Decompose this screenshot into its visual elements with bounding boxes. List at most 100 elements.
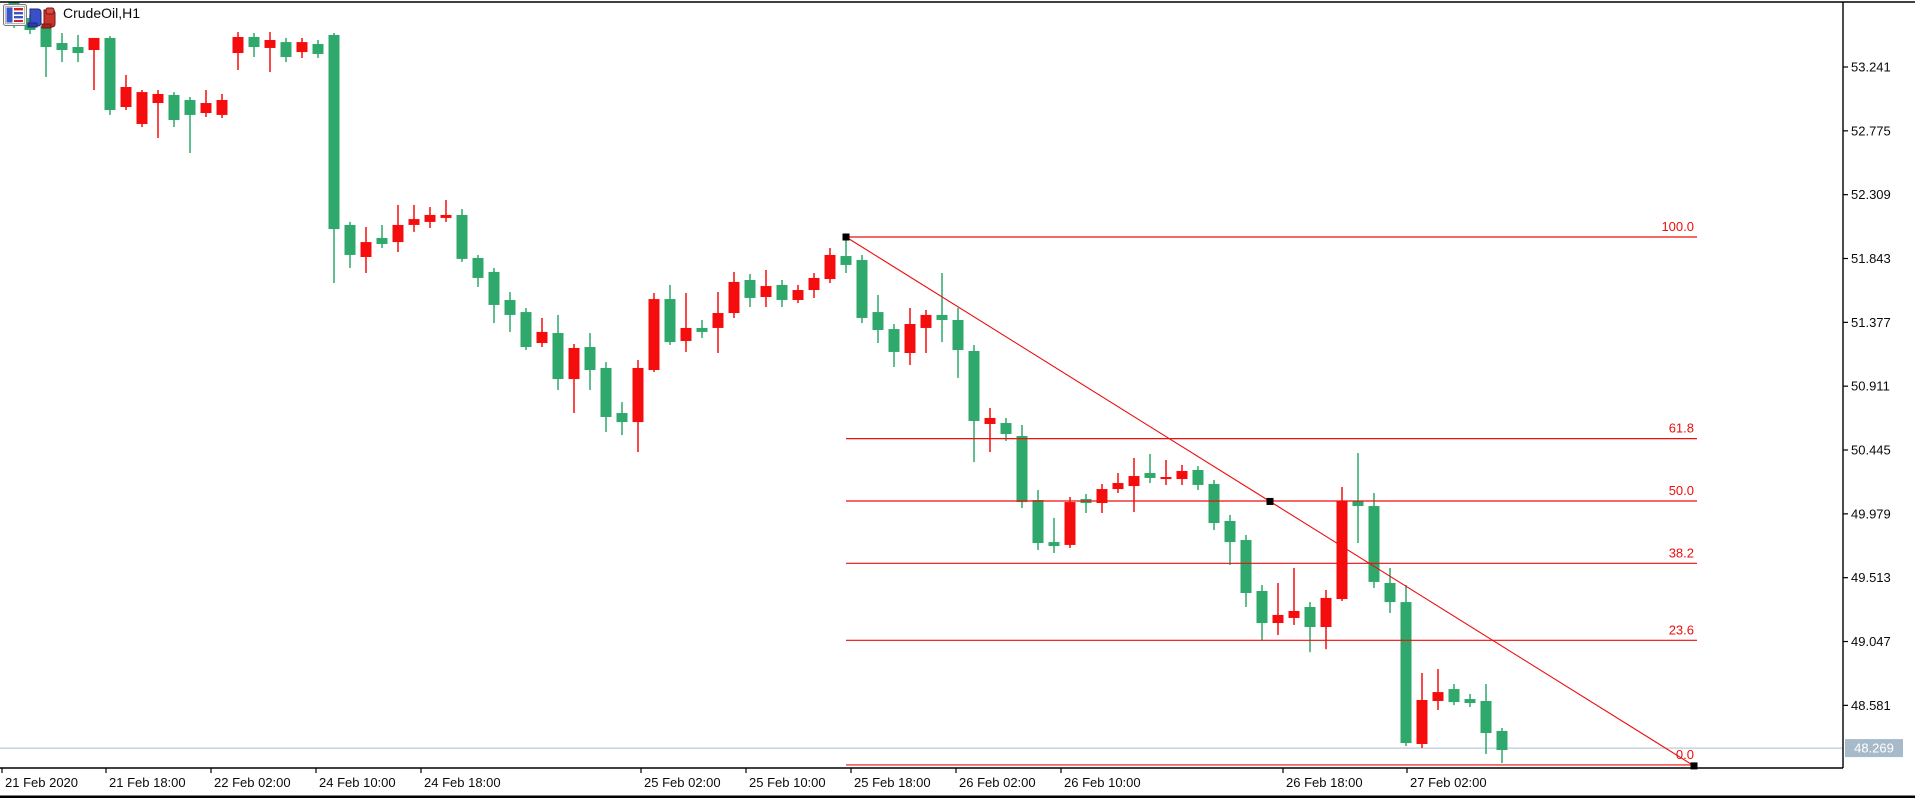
chart-plot-area[interactable] xyxy=(0,2,1843,768)
candle-body xyxy=(1416,700,1428,744)
time-tick-label: 27 Feb 02:00 xyxy=(1410,775,1487,790)
candle-body xyxy=(536,331,548,344)
bid-price-badge xyxy=(1845,739,1903,758)
candle-body xyxy=(776,284,788,301)
blue-chart-object-icon[interactable] xyxy=(27,7,45,29)
candle-body xyxy=(984,417,996,424)
candle-body xyxy=(232,37,244,54)
fib-level-label: 61.8 xyxy=(1669,421,1694,436)
candle-body xyxy=(56,43,68,51)
candle-body xyxy=(120,87,132,107)
price-tick-label: 50.911 xyxy=(1851,379,1890,394)
price-tick-label: 52.309 xyxy=(1851,187,1891,202)
price-tick-label: 48.581 xyxy=(1851,698,1891,713)
candle-body xyxy=(1000,423,1012,434)
candle-body xyxy=(664,299,676,343)
candle-body xyxy=(344,224,356,255)
time-tick-label: 24 Feb 18:00 xyxy=(424,775,501,790)
candle-body xyxy=(760,286,772,297)
candle-body xyxy=(1336,500,1348,600)
candle-body xyxy=(440,214,452,218)
window-bottom-edge xyxy=(0,795,1915,798)
candle-body xyxy=(1400,602,1412,744)
price-tick-label: 49.513 xyxy=(1851,570,1891,585)
candle-body xyxy=(296,42,308,53)
trendline-handle-end[interactable] xyxy=(1690,762,1698,770)
candle-body xyxy=(168,94,180,121)
fib-level-label: 100.0 xyxy=(1661,219,1694,234)
trendline-handle-mid[interactable] xyxy=(1266,497,1274,505)
trendline-handle-start[interactable] xyxy=(842,233,850,241)
candle-body xyxy=(520,312,532,347)
candle-body xyxy=(904,323,916,354)
time-tick-label: 25 Feb 10:00 xyxy=(749,775,826,790)
candle-body xyxy=(104,37,116,111)
red-chart-object-icon[interactable] xyxy=(40,7,59,30)
candle-body xyxy=(968,350,980,421)
candle-body xyxy=(40,26,52,47)
candle-body xyxy=(424,214,436,222)
candle-body xyxy=(376,237,388,244)
candle-body xyxy=(88,37,100,51)
candle-body xyxy=(1112,483,1124,490)
time-tick-label: 21 Feb 18:00 xyxy=(109,775,186,790)
candle-body xyxy=(1256,590,1268,624)
time-tick-label: 26 Feb 10:00 xyxy=(1064,775,1141,790)
candle-body xyxy=(152,93,164,104)
candle-body xyxy=(248,37,260,47)
candle-body xyxy=(792,290,804,301)
candle-body xyxy=(1240,540,1252,594)
candle-body xyxy=(552,333,564,380)
candle-body xyxy=(744,280,756,298)
candle-body xyxy=(1208,483,1220,524)
candle-body xyxy=(696,327,708,332)
price-tick-label: 52.775 xyxy=(1851,123,1891,138)
candle-body xyxy=(1304,607,1316,627)
quotes-table-icon[interactable] xyxy=(3,4,27,27)
candle-body xyxy=(840,256,852,265)
candle-body xyxy=(1128,476,1140,487)
candle-body xyxy=(1016,436,1028,503)
candle-body xyxy=(1048,542,1060,547)
fib-level-label: 23.6 xyxy=(1669,622,1694,637)
candle-body xyxy=(312,43,324,54)
candle-body xyxy=(888,329,900,352)
candle-body xyxy=(1192,470,1204,485)
bid-price-badge-label: 48.269 xyxy=(1854,741,1894,756)
candle-body xyxy=(1064,502,1076,545)
candle-body xyxy=(472,257,484,278)
price-tick-label: 49.047 xyxy=(1851,634,1891,649)
candle-body xyxy=(1464,699,1476,704)
candle-body xyxy=(1144,473,1156,478)
candle-body xyxy=(728,281,740,314)
candle-body xyxy=(184,100,196,115)
time-tick-label: 24 Feb 10:00 xyxy=(319,775,396,790)
price-tick-label: 50.445 xyxy=(1851,443,1891,458)
candle-body xyxy=(360,242,372,257)
candle-body xyxy=(680,327,692,341)
candle-body xyxy=(952,320,964,351)
price-tick-label: 51.377 xyxy=(1851,315,1891,330)
candle-body xyxy=(856,260,868,318)
candle-body xyxy=(872,312,884,331)
candle-body xyxy=(616,413,628,423)
candle-body xyxy=(1432,692,1444,701)
candle-body xyxy=(456,214,468,259)
candle-body xyxy=(600,367,612,417)
candle-body xyxy=(1368,506,1380,582)
fib-level-label: 50.0 xyxy=(1669,483,1694,498)
candle-body xyxy=(1176,470,1188,480)
candle-body xyxy=(216,100,228,115)
candle-body xyxy=(1496,730,1508,751)
time-tick-label: 22 Feb 02:00 xyxy=(214,775,291,790)
fib-level-label: 38.2 xyxy=(1669,545,1694,560)
candle-body xyxy=(1448,689,1460,703)
candle-body xyxy=(1272,614,1284,624)
candle-body xyxy=(264,40,276,48)
time-tick-label: 26 Feb 18:00 xyxy=(1286,775,1363,790)
candle-body xyxy=(136,92,148,124)
candle-body xyxy=(72,47,84,54)
candle-body xyxy=(936,314,948,321)
